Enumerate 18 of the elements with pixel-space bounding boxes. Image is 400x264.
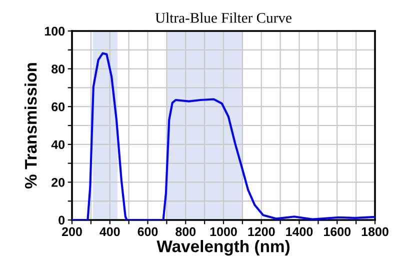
x-axis-title: Wavelength (nm) [156,240,290,256]
y-tick-label: 80 [52,64,65,74]
x-tick-label: 200 [62,227,82,236]
y-tick-label: 20 [52,178,65,187]
x-tick-label: 400 [100,227,120,236]
y-tick-label: 0 [58,216,65,225]
y-tick-label: 40 [51,140,65,150]
x-tick-label: 1600 [324,227,351,236]
y-axis-title: % Transmission [24,63,37,189]
x-tick-label: 600 [138,227,158,236]
chart-title: Ultra-Blue Filter Curve [155,12,292,23]
x-tick-label: 800 [176,227,196,236]
x-tick-label: 1000 [210,227,237,236]
y-tick-label: 60 [52,102,65,112]
x-tick-label: 1200 [248,227,275,236]
x-tick-label: 1800 [362,227,388,236]
x-tick-label: 1400 [286,227,313,236]
y-tick-label: 100 [44,26,65,36]
